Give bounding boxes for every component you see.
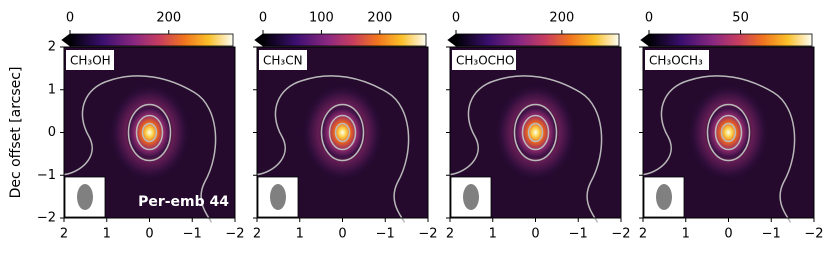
molecule-label: CH₃OCHO bbox=[456, 54, 515, 68]
x-tick-label: 1 bbox=[103, 227, 111, 242]
contour bbox=[135, 114, 164, 151]
x-tick-label: 0 bbox=[145, 227, 153, 242]
x-tick-label: −1 bbox=[183, 227, 202, 242]
x-tick-label: 1 bbox=[489, 227, 497, 242]
contour bbox=[513, 103, 558, 162]
emission bbox=[125, 103, 174, 162]
x-tick-label: 0 bbox=[338, 227, 346, 242]
y-tick-label: 0 bbox=[48, 125, 56, 140]
x-tick-label: 0 bbox=[531, 227, 539, 242]
beam bbox=[656, 184, 672, 210]
x-tick-label: 2 bbox=[253, 227, 261, 242]
beam bbox=[77, 184, 93, 210]
x-tick-label: −1 bbox=[569, 227, 588, 242]
contour bbox=[64, 75, 217, 223]
emission bbox=[318, 103, 367, 162]
colorbar-extend bbox=[254, 33, 264, 47]
x-tick-label: 2 bbox=[446, 227, 454, 242]
label-box bbox=[259, 50, 307, 70]
beam bbox=[270, 184, 286, 210]
contour bbox=[527, 122, 544, 143]
y-tick-label: −1 bbox=[37, 168, 56, 183]
colorbar-extend bbox=[447, 33, 457, 47]
colorbar bbox=[648, 33, 813, 47]
emission bbox=[511, 103, 560, 162]
colorbar-tick-label: 200 bbox=[156, 11, 181, 26]
x-tick-label: 1 bbox=[682, 227, 690, 242]
colorbar-tick-label: 200 bbox=[367, 11, 392, 26]
contour bbox=[450, 75, 603, 223]
x-tick-label: −1 bbox=[762, 227, 781, 242]
contour bbox=[521, 114, 550, 151]
contour bbox=[257, 75, 410, 223]
colorbar-extend bbox=[640, 33, 650, 47]
colorbar bbox=[262, 33, 427, 47]
contour bbox=[127, 103, 172, 162]
colorbar bbox=[455, 33, 620, 47]
contour bbox=[643, 75, 796, 223]
beam bbox=[463, 184, 479, 210]
colorbar-tick-label: 200 bbox=[549, 11, 574, 26]
label-box bbox=[452, 50, 516, 70]
y-tick-label: 2 bbox=[48, 40, 56, 55]
colorbar-tick-label: 0 bbox=[452, 11, 460, 26]
contour bbox=[141, 122, 158, 143]
y-tick-label: −2 bbox=[37, 211, 56, 226]
contour bbox=[714, 114, 743, 151]
x-tick-label: −2 bbox=[611, 227, 630, 242]
contour bbox=[320, 103, 365, 162]
colorbar bbox=[69, 33, 234, 47]
x-tick-label: 2 bbox=[60, 227, 68, 242]
label-box bbox=[66, 50, 114, 70]
colorbar-tick-label: 100 bbox=[309, 11, 334, 26]
x-tick-label: 2 bbox=[639, 227, 647, 242]
label-box bbox=[645, 50, 709, 70]
x-tick-label: −1 bbox=[376, 227, 395, 242]
colorbar-tick-label: 0 bbox=[66, 11, 74, 26]
colorbar-tick-label: 0 bbox=[259, 11, 267, 26]
colorbar-extend bbox=[61, 33, 71, 47]
molecule-label: CH₃OH bbox=[70, 54, 111, 68]
x-tick-label: −2 bbox=[225, 227, 244, 242]
molecule-label: CH₃CN bbox=[263, 54, 303, 68]
x-tick-label: 0 bbox=[724, 227, 732, 242]
contour bbox=[706, 103, 751, 162]
emission bbox=[704, 103, 753, 162]
contour bbox=[334, 122, 351, 143]
y-axis-label: Dec offset [arcsec] bbox=[8, 67, 24, 199]
x-tick-label: 1 bbox=[296, 227, 304, 242]
source-label: Per-emb 44 bbox=[138, 194, 229, 210]
molecule-label: CH₃OCH₃ bbox=[649, 54, 703, 68]
colorbar-tick-label: 50 bbox=[732, 11, 749, 26]
x-tick-label: −2 bbox=[418, 227, 437, 242]
contour bbox=[720, 122, 737, 143]
colorbar-tick-label: 0 bbox=[645, 11, 653, 26]
y-tick-label: 1 bbox=[48, 82, 56, 97]
contour bbox=[328, 114, 357, 151]
x-tick-label: −2 bbox=[804, 227, 823, 242]
